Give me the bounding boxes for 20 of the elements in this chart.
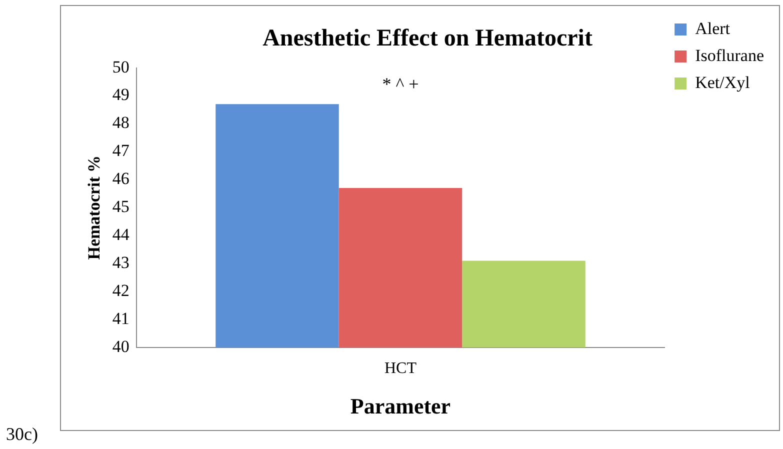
x-tick-label: HCT	[384, 360, 417, 378]
legend-label: Alert	[695, 18, 730, 38]
y-tick-label: 48	[112, 113, 130, 132]
legend-label: Ket/Xyl	[695, 72, 750, 92]
y-tick-label: 49	[112, 85, 130, 104]
annotation: * ^ +	[382, 74, 419, 94]
y-axis-title: Hematocrit %	[84, 155, 104, 260]
y-tick-label: 42	[112, 280, 130, 300]
legend-label: Isoflurane	[695, 46, 764, 65]
y-tick-label: 41	[112, 308, 130, 328]
y-tick-label: 47	[112, 141, 130, 160]
y-tick-label: 40	[112, 336, 130, 356]
y-tick-label: 43	[112, 252, 130, 272]
chart-title: Anesthetic Effect on Hematocrit	[262, 26, 592, 52]
text: 30c)	[6, 424, 38, 445]
y-tick-label: 44	[112, 225, 130, 244]
y-tick-label: 50	[112, 57, 130, 76]
y-tick-label: 46	[112, 169, 130, 188]
y-tick-label: 45	[112, 197, 130, 216]
x-axis-title: Parameter	[350, 393, 451, 418]
